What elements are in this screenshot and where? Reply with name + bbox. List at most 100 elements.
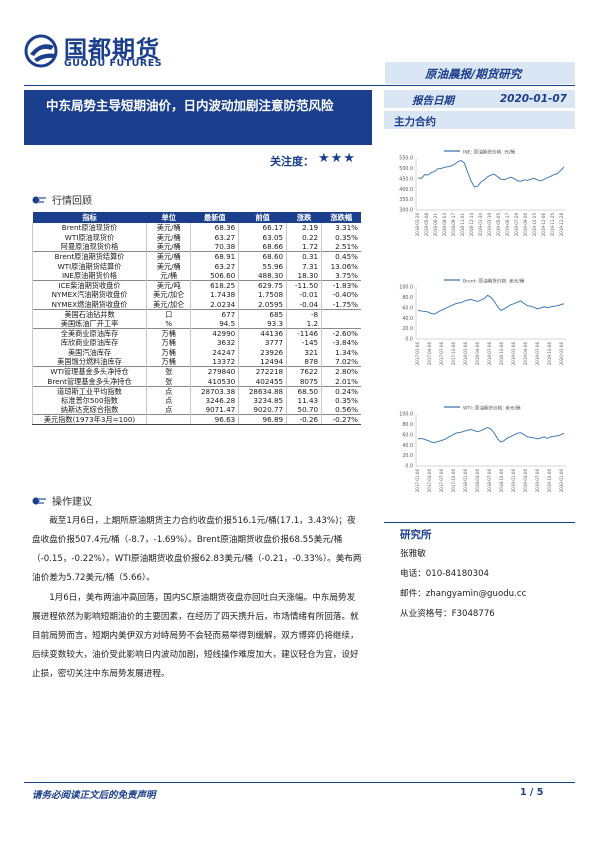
table-cell: 口 — [146, 308, 191, 319]
table-cell: 2.19 — [286, 223, 322, 233]
table-cell: 7.31 — [286, 261, 322, 271]
table-cell: -3.84% — [321, 338, 361, 348]
table-cell: 点 — [146, 395, 191, 406]
x-tick-label: 2017-10-06 — [451, 342, 456, 366]
table-cell: 55.96 — [238, 261, 287, 271]
table-cell: 美元指数(1973年3月=100) — [31, 414, 147, 426]
x-tick-label: 2018-11-01 — [460, 213, 465, 237]
report-date-bar: 报告日期 2020-01-07 — [384, 90, 575, 108]
table-header-cell: 涨跌 — [286, 212, 322, 223]
y-tick-label: 450.0 — [399, 176, 413, 182]
x-tick-label: 2019-07-06 — [535, 469, 540, 493]
x-tick-label: 2019-12-06 — [541, 213, 546, 237]
table-cell: 美国石油钻井数 — [31, 308, 147, 319]
y-tick-label: 0.0 — [405, 337, 413, 343]
table-cell: WTI原油现货价 — [31, 232, 147, 243]
table-cell: 13.06% — [321, 261, 361, 271]
chart-ine: INE: 原油期货价格: 元/桶 550.0 500.0 450.0 400.0 350.… — [384, 138, 575, 256]
x-tick-label: 2018-06-21 — [433, 213, 438, 237]
table-cell: 1.2 — [286, 318, 322, 329]
table-cell: 68.91 — [190, 251, 239, 262]
table-cell: 纳斯达克综合指数 — [31, 405, 147, 415]
y-tick-label: 40.0 — [402, 316, 413, 322]
table-cell: 0.35% — [321, 395, 361, 406]
table-cell: 张 — [146, 366, 191, 377]
table-cell: NYMEX汽油期货收盘价 — [31, 290, 147, 300]
table-cell: 11.43 — [286, 395, 322, 406]
x-tick-label: 2017-01-06 — [415, 469, 420, 493]
table-row: 美国石油钻井数口 677 685 -8 — [31, 308, 361, 319]
analyst-name: 张雅敏 — [400, 549, 426, 559]
table-cell: 28703.38 — [190, 385, 239, 396]
table-row: WTI原油现货价 美元/桶 63.27 63.05 0.22 0.35% — [31, 232, 361, 243]
table-header-row: 指标 单位 最新值 前值 涨跌 涨跌幅 — [32, 212, 361, 223]
y-tick-label: 400.0 — [399, 187, 413, 193]
x-tick-label: 2020-01-06 — [559, 469, 564, 493]
table-cell: 美元/桶 — [146, 223, 191, 233]
table-header-cell: 涨跌幅 — [321, 212, 361, 223]
series-line — [417, 294, 565, 315]
table-cell: 629.75 — [238, 280, 287, 291]
table-cell: 68.50 — [286, 385, 322, 396]
table-cell: 68.66 — [238, 242, 287, 252]
table-cell: 0.31 — [286, 251, 322, 262]
table-cell: -0.01 — [286, 290, 322, 300]
table-cell: 2.0234 — [190, 299, 239, 310]
table-cell: 标准普尔500指数 — [31, 395, 147, 406]
table-row: Brent原油现货价 美元/桶 68.36 66.17 2.19 3.31% — [31, 223, 361, 233]
table-cell: 2.01% — [321, 376, 361, 387]
y-tick-label: 100.0 — [399, 285, 413, 291]
table-cell: 488.30 — [238, 270, 287, 281]
table-cell: 美元/吨 — [146, 280, 191, 291]
table-cell: 0.45% — [321, 251, 361, 262]
table-row: 美元指数(1973年3月=100) 96.63 96.89 -0.26 -0.27% — [31, 414, 361, 426]
table-cell: -0.27% — [321, 414, 361, 426]
table-row: NYMEX燃油期货收盘价 美元/加仑 2.0234 2.0595 -0.04 -1.75% — [31, 299, 361, 310]
table-cell: -2.60% — [321, 328, 361, 339]
y-tick-label: 550.0 — [399, 156, 413, 162]
table-cell: 23926 — [238, 347, 287, 358]
table-cell: 93.3 — [238, 318, 287, 329]
report-type-banner: 原油晨报/期货研究 — [385, 62, 575, 84]
table-cell: 8075 — [286, 376, 322, 387]
x-tick-label: 2018-05-08 — [424, 213, 429, 237]
table-cell: 3.75% — [321, 270, 361, 281]
table-cell: 9071.47 — [190, 405, 239, 415]
table-cell: -1146 — [286, 328, 322, 339]
footer-disclaimer: 请务必阅读正文后的免责声明 — [32, 790, 156, 801]
report-date-value: 2020-01-07 — [499, 93, 567, 105]
report-title: 中东局势主导短期油价，日内波动加剧注意防范风险 — [24, 90, 372, 145]
table-row: ICE柴油期货收盘价 美元/吨 618.25 629.75 -11.50 -1.83% — [31, 280, 361, 291]
table-cell: 0.24% — [321, 385, 361, 396]
table-cell: 68.36 — [190, 223, 239, 233]
series-line — [417, 427, 565, 444]
x-tick-label: 2019-01-06 — [511, 469, 516, 493]
table-cell: 全美商业原油库存 — [31, 328, 147, 339]
attention-label: 关注度： — [270, 155, 314, 168]
section-title: 行情回顾 — [52, 196, 92, 207]
table-cell: 402455 — [238, 376, 287, 387]
table-cell: 美元/桶 — [146, 261, 191, 271]
table-cell: 878 — [286, 357, 322, 367]
table-row: 纳斯达克综合指数点 9071.47 9020.77 50.70 0.56% — [31, 405, 361, 415]
x-tick-label: 2018-03-26 — [415, 213, 420, 237]
table-cell: 阿曼原油现货价格 — [31, 242, 147, 252]
table-cell: 63.05 — [238, 232, 287, 243]
x-tick-label: 2018-10-06 — [499, 342, 504, 366]
x-tick-label: 2018-01-06 — [463, 469, 468, 493]
attention-stars: ★★★ — [318, 151, 356, 166]
table-row: 库欣商业原油库存 万桶 3632 3777 -145 -3.84% — [31, 338, 361, 348]
y-tick-label: 20.0 — [402, 453, 413, 459]
table-row: Brent原油期货结算价 美元/桶 68.91 68.60 0.31 0.45% — [31, 251, 361, 262]
series-line — [417, 159, 565, 188]
x-tick-label: 2017-04-06 — [427, 469, 432, 493]
paragraph-2: 1月6日，美布两油冲高回落，国内SC原油期货夜盘亦回吐白天涨幅。中东局势发展进程… — [32, 593, 359, 679]
section-bullet-icon — [32, 496, 46, 506]
table-cell: 12494 — [238, 357, 287, 367]
footer-divider — [24, 782, 575, 783]
table-cell — [321, 308, 361, 319]
x-tick-label: 2019-05-05 — [496, 213, 501, 237]
table-cell: ICE柴油期货收盘价 — [31, 280, 147, 291]
table-cell: 685 — [238, 308, 287, 319]
legend-label: WTI: 原油期货价格: 美元/桶 — [463, 405, 521, 412]
